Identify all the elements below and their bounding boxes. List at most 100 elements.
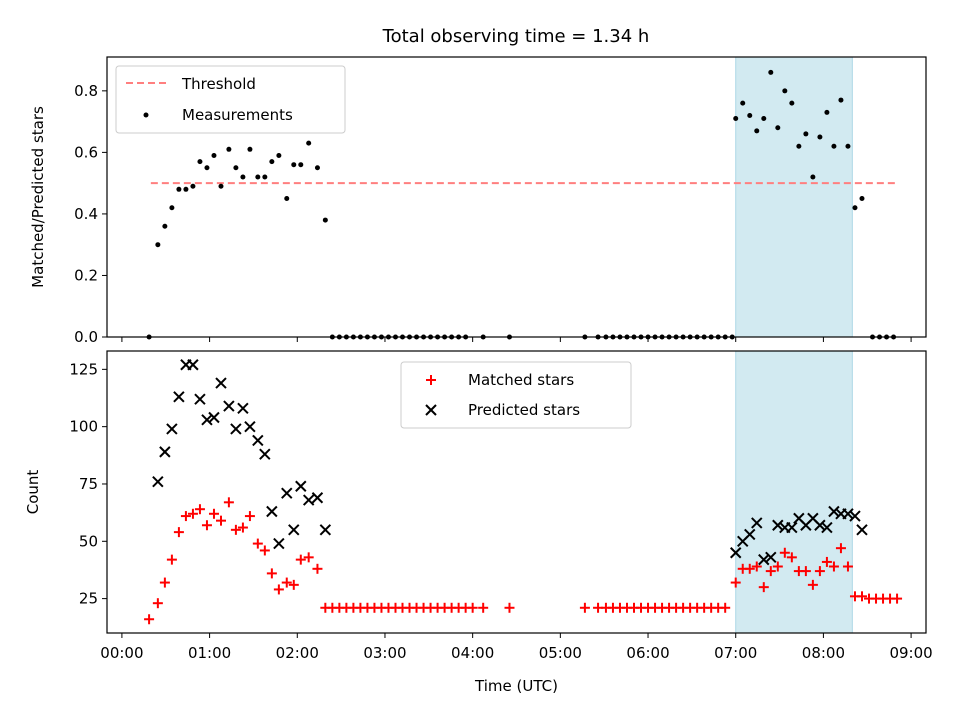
matched-star-point — [758, 582, 769, 593]
x-tick-label: 03:00 — [363, 644, 406, 662]
predicted-star-point — [842, 508, 854, 520]
measurement-point — [291, 162, 297, 168]
x-marker-b — [259, 448, 271, 460]
matched-star-point — [273, 584, 284, 595]
matched-star-point — [281, 577, 292, 588]
predicted-star-point — [856, 524, 868, 536]
matched-star-point — [244, 511, 255, 522]
legend-measurements-label: Measurements — [182, 106, 293, 124]
measurement-point — [306, 140, 312, 146]
bottom-axes-frame — [106, 350, 927, 634]
measurement-point — [262, 174, 268, 180]
matched-star-point — [856, 591, 867, 602]
x-marker-b — [828, 505, 840, 518]
top-legend-box — [115, 65, 346, 134]
legend-matched-label: Matched stars — [468, 371, 574, 389]
x-marker-b — [252, 434, 264, 447]
predicted-star-point — [266, 505, 278, 518]
x-axis-label: Time (UTC) — [474, 677, 558, 695]
predicted-star-point — [319, 524, 332, 536]
matched-star-point — [223, 497, 234, 508]
matched-star-point — [201, 520, 212, 531]
x-tick-label: 07:00 — [714, 644, 757, 662]
measurement-point — [155, 242, 161, 248]
predicted-star-point — [259, 448, 271, 460]
predicted-star-point — [814, 519, 826, 531]
top-y-tick-label: 0.8 — [74, 82, 98, 100]
measurement-point — [190, 183, 196, 189]
count-points-layer — [144, 359, 903, 625]
measurement-point — [169, 205, 175, 211]
top-y-tick-label: 0.0 — [74, 328, 98, 346]
matched-star-point — [187, 508, 198, 519]
measurement-point — [824, 109, 830, 115]
chart-title: Total observing time = 1.34 h — [382, 26, 650, 47]
bottom-y-tick-label: 125 — [69, 360, 98, 378]
matched-star-point — [215, 515, 226, 526]
bottom-legend-box — [400, 361, 632, 429]
measurement-point — [269, 159, 275, 165]
bottom-y-tick-label: 50 — [79, 532, 98, 550]
measurement-point — [226, 146, 232, 152]
predicted-star-point — [230, 423, 242, 435]
matched-star-point — [730, 577, 741, 588]
x-marker-b — [173, 391, 185, 403]
predicted-star-point — [281, 487, 293, 499]
legend-matched-swatch — [426, 375, 436, 385]
bottom-y-tick-label: 75 — [79, 475, 98, 493]
measurement-point — [218, 183, 224, 189]
measurement-point — [183, 186, 189, 192]
matched-star-point — [765, 566, 776, 577]
measurement-point — [322, 217, 328, 223]
bottom-axes: 25 50 75 100 125 00:00 01:00 02:00 03:00 04:00 05:… — [69, 350, 933, 662]
bottom-y-tick-label: 25 — [79, 590, 98, 608]
top-shaded-region — [735, 56, 853, 338]
measurement-point — [162, 223, 168, 229]
x-tick-label: 02:00 — [276, 644, 319, 662]
matched-star-point — [194, 504, 205, 515]
x-marker-b — [215, 377, 227, 389]
x-marker-b — [786, 521, 798, 534]
measurement-point — [838, 97, 844, 103]
matched-star-point — [821, 556, 832, 567]
measurement-point — [817, 134, 823, 140]
predicted-star-point — [159, 446, 171, 458]
matched-star-point — [288, 579, 299, 590]
x-marker-b — [266, 505, 278, 518]
bottom-y-axis-label: Count — [24, 470, 42, 515]
x-marker-b — [821, 521, 833, 534]
measurement-point — [831, 143, 837, 149]
predicted-star-point — [311, 492, 324, 504]
legend-predicted-label: Predicted stars — [468, 401, 580, 419]
x-marker-b — [751, 517, 763, 529]
matched-star-point — [230, 524, 241, 535]
predicted-star-point — [237, 402, 249, 415]
x-marker-b — [208, 411, 220, 424]
measurement-point — [176, 186, 182, 192]
measurement-point — [314, 165, 320, 171]
predicted-star-point — [786, 521, 798, 534]
matched-star-point — [159, 577, 170, 588]
predicted-star-point — [744, 528, 756, 541]
matched-star-point — [467, 602, 478, 613]
top-y-tick-label: 0.4 — [74, 205, 98, 223]
matched-star-point — [504, 602, 515, 613]
matched-star-point — [312, 563, 323, 574]
x-marker-b — [765, 551, 777, 564]
predicted-star-point — [821, 521, 833, 534]
measurement-point — [782, 88, 788, 94]
x-marker-b — [244, 420, 256, 433]
matched-star-point — [807, 579, 818, 590]
x-tick-label: 08:00 — [802, 644, 845, 662]
matched-star-point — [772, 561, 783, 572]
measurement-point — [845, 143, 851, 149]
x-marker-b — [849, 510, 861, 522]
measurement-point — [852, 205, 858, 211]
x-tick-label: 05:00 — [539, 644, 582, 662]
measurement-point — [754, 128, 760, 134]
matched-star-point — [779, 547, 790, 558]
predicted-star-point — [223, 400, 235, 412]
measurement-point — [204, 165, 210, 171]
predicted-star-point — [730, 547, 742, 559]
